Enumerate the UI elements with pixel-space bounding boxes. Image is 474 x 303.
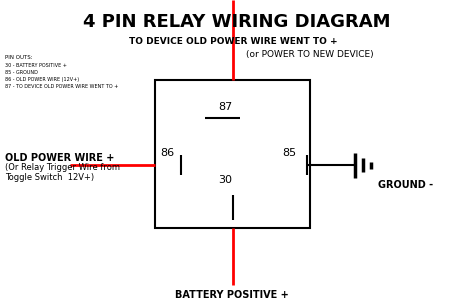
Text: 86: 86 (160, 148, 174, 158)
Text: (Or Relay Trigger Wire from: (Or Relay Trigger Wire from (5, 164, 120, 172)
Text: (or POWER TO NEW DEVICE): (or POWER TO NEW DEVICE) (246, 51, 374, 59)
Text: TO DEVICE OLD POWER WIRE WENT TO +: TO DEVICE OLD POWER WIRE WENT TO + (128, 38, 337, 46)
Text: 30 - BATTERY POSITIVE +: 30 - BATTERY POSITIVE + (5, 63, 67, 68)
Text: BATTERY POSITIVE +: BATTERY POSITIVE + (175, 290, 289, 300)
Text: 86 - OLD POWER WIRE (12V+): 86 - OLD POWER WIRE (12V+) (5, 77, 79, 82)
Text: GROUND -: GROUND - (378, 180, 433, 190)
Text: PIN OUTS:: PIN OUTS: (5, 55, 33, 60)
Text: 30: 30 (218, 175, 232, 185)
Text: Toggle Switch  12V+): Toggle Switch 12V+) (5, 174, 94, 182)
Bar (155, 80, 310, 228)
Text: 4 PIN RELAY WIRING DIAGRAM: 4 PIN RELAY WIRING DIAGRAM (83, 13, 391, 31)
Text: OLD POWER WIRE +: OLD POWER WIRE + (5, 153, 114, 163)
Text: 87: 87 (218, 102, 232, 112)
Text: 85: 85 (282, 148, 296, 158)
Text: 85 - GROUND: 85 - GROUND (5, 70, 38, 75)
Text: 87 - TO DEVICE OLD POWER WIRE WENT TO +: 87 - TO DEVICE OLD POWER WIRE WENT TO + (5, 84, 118, 89)
